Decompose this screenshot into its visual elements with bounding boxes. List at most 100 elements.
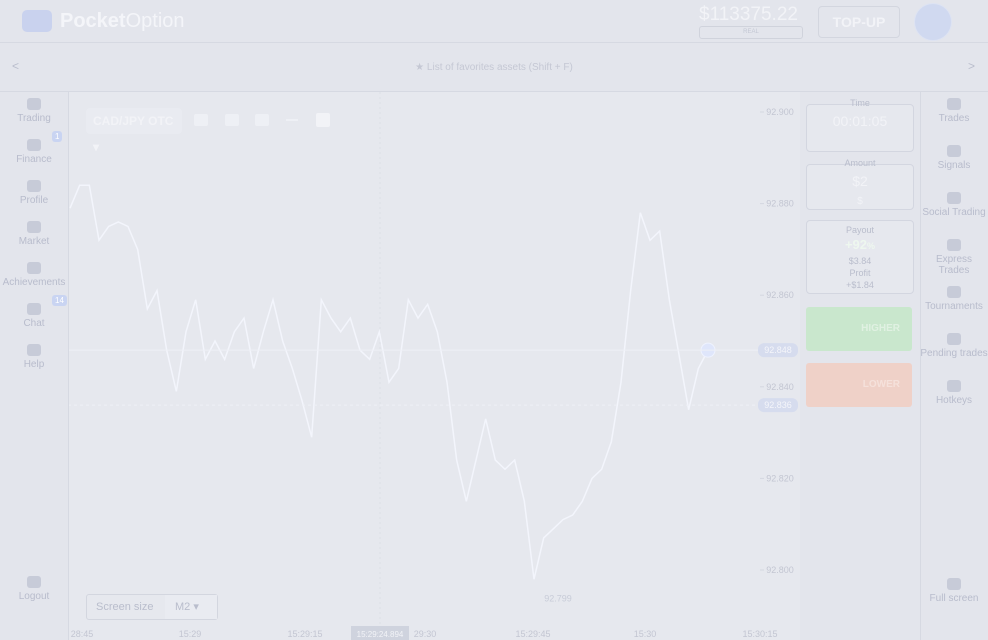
avatar[interactable] [914,3,952,41]
nav-label: Chat [23,318,45,329]
nav-icon [27,221,41,233]
x-tick-label: 15:29:45 [515,629,550,639]
payout-label: Payout [845,225,875,235]
account-type[interactable]: REAL [699,26,803,39]
lower-button[interactable]: LOWER [806,363,912,407]
line-button[interactable] [286,119,298,121]
highlighted-time: 15:29:24.894 [357,630,404,639]
amount-value: $2 [852,173,868,189]
trade-panel: Time 00:01:05 Amount $2 $ Payout +92% $3… [806,92,914,412]
min-price-label: 92.799 [544,594,572,604]
currency: $ [857,196,863,207]
nav-item[interactable]: Finance 1 [0,131,68,165]
header: PocketOption $113375.22 REAL TOP-UP [0,0,988,43]
chart-area [68,92,800,640]
right-nav-item[interactable]: Express Trades [920,239,988,276]
nav-label: Profile [19,195,49,206]
current-price-label: 92.848 [764,345,792,355]
nav-item[interactable]: Achievements [0,262,68,288]
nav-label: Finance [16,154,52,165]
screen-size-label: Screen size [96,601,154,613]
nav-item[interactable]: Chat 14 [0,295,68,329]
screen-size[interactable]: Screen size M2 ▾ [86,594,218,620]
asset-name: CAD/JPY OTC [93,114,174,128]
screen-size-text: M2 [175,601,191,613]
x-tick-label: 29:30 [414,629,437,639]
right-nav-item[interactable]: Trades [920,98,988,124]
payout-box: Payout +92% $3.84 Profit +$1.84 [806,220,914,294]
fullscreen-label: Full screen [929,593,979,604]
asset-selector[interactable]: CAD/JPY OTC ▾ [86,108,182,154]
y-tick-label: 92.840 [766,382,794,392]
profit-label: Profit [849,268,871,278]
right-nav-icon [947,145,961,157]
logo-icon [22,10,52,32]
layout-button[interactable] [316,113,330,127]
nav-label: Trading [17,113,51,124]
chart-type-button[interactable] [194,114,208,126]
right-nav [920,92,988,640]
fullscreen[interactable]: Full screen [920,578,988,604]
nav-icon [27,180,41,192]
nav-icon [27,303,41,315]
right-nav-icon [947,98,961,110]
right-nav-label: Tournaments [925,301,983,312]
right-nav-item[interactable]: Hotkeys [920,380,988,406]
left-nav: Trading Finance 1 Profile Market Achievements… [0,92,69,640]
payout-unit: % [867,241,876,251]
nav-icon [27,262,41,274]
right-nav-icon [947,239,961,251]
right-nav-label: Express Trades [935,254,973,276]
time-label: Time [850,98,870,108]
profit-amount: $3.84 [848,256,872,266]
indicators-button[interactable] [225,114,239,126]
favorites-label: List of favorites assets (Shift + F) [426,62,573,73]
open-price-label: 92.836 [764,400,792,410]
y-tick-label: 92.860 [766,290,794,300]
nav-icon [27,344,41,356]
logo-sub: Option [125,10,185,32]
nav-item[interactable]: Help [0,344,68,370]
right-nav-item[interactable]: Social Trading [920,192,988,218]
right-nav-item[interactable]: Signals [920,145,988,171]
right-nav-label: Trades [938,113,970,124]
x-tick-label: 15:30 [634,629,657,639]
nav-label: Help [23,359,45,370]
prev-arrow[interactable]: < [12,59,20,73]
logout[interactable]: Logout [0,576,68,602]
nav-item[interactable]: Market [0,221,68,247]
amount-box[interactable]: Amount $2 $ [806,158,914,210]
x-tick-label: 15:29 [179,629,202,639]
nav-item[interactable]: Trading [0,98,68,124]
favorites-bar: < ★ List of favorites assets (Shift + F)… [0,43,988,92]
right-nav-item[interactable]: Pending trades [920,333,988,359]
y-tick-label: 92.900 [766,107,794,117]
current-price-badge [758,343,798,358]
price-line [69,184,709,580]
payout-value: +92% [807,237,913,252]
x-tick-label: 15:30:15 [742,629,777,639]
nav-icon [27,98,41,110]
topup-button[interactable]: TOP-UP [818,6,900,38]
y-tick-label: 92.820 [766,473,794,483]
favorites-text: ★ List of favorites assets (Shift + F) [415,62,573,73]
nav-label: Market [18,236,50,247]
logout-icon [27,576,41,588]
higher-button[interactable]: HIGHER [806,307,912,351]
nav-label: Achievements [2,277,66,288]
right-nav-icon [947,333,961,345]
balance[interactable]: $113375.22 [699,4,798,25]
right-nav-item[interactable]: Tournaments [920,286,988,312]
right-nav-icon [947,286,961,298]
right-nav-label: Social Trading [922,207,986,218]
logo-main: Pocket [60,10,126,32]
next-arrow[interactable]: > [968,59,976,73]
y-tick-label: 92.880 [766,199,794,209]
drawings-button[interactable] [255,114,269,126]
time-value: 00:01:05 [832,113,888,129]
nav-item[interactable]: Profile [0,180,68,206]
x-tick-label: 15:29:15 [287,629,322,639]
time-box[interactable]: Time 00:01:05 [806,98,914,152]
screen-size-value[interactable]: M2 ▾ [165,595,217,619]
